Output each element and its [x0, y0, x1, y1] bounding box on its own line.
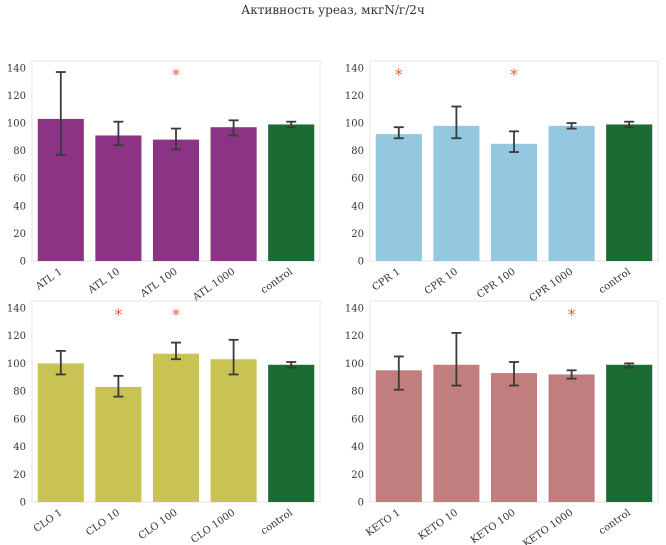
y-tick-label: 100 [345, 359, 364, 370]
bar-cpr-1 [375, 134, 422, 261]
y-tick-label: 0 [20, 257, 26, 268]
bar-atl-1000 [210, 127, 257, 261]
x-tick-label: control [259, 507, 295, 537]
bar-clo-1 [37, 363, 84, 502]
bar-control [606, 124, 653, 261]
bar-clo-10 [95, 386, 142, 502]
y-tick-label: 20 [13, 470, 26, 481]
y-tick-label: 0 [358, 257, 364, 268]
y-tick-label: 100 [7, 119, 26, 130]
x-tick-label: control [597, 266, 633, 296]
bar-control [268, 364, 315, 502]
significance-star: * [395, 65, 403, 84]
bar-keto-1000 [548, 374, 595, 502]
significance-star: * [114, 305, 122, 324]
x-tick-label: ATL 10 [86, 266, 123, 296]
bar-atl-100 [152, 139, 200, 261]
y-tick-label: 120 [345, 91, 364, 102]
x-tick-label: CPR 100 [475, 266, 518, 300]
x-tick-label: KETO 100 [469, 507, 518, 545]
y-tick-label: 100 [345, 119, 364, 130]
y-tick-label: 140 [7, 303, 26, 314]
y-tick-label: 80 [13, 387, 26, 398]
x-tick-label: ATL 1000 [190, 266, 237, 303]
x-tick-label: KETO 1000 [521, 507, 575, 545]
chart-panel-keto: 0 20 40 60 80 100 120 140 KETO 1 KETO 10 KETO 100 K… [345, 300, 659, 545]
y-tick-label: 140 [345, 303, 364, 314]
y-tick-label: 140 [7, 63, 26, 74]
bar-clo-1000 [210, 359, 257, 502]
y-tick-label: 0 [358, 498, 364, 509]
significance-star: * [568, 305, 576, 324]
y-tick-label: 40 [13, 201, 26, 212]
x-tick-label: KETO 10 [417, 507, 461, 542]
y-tick-label: 40 [13, 442, 26, 453]
y-tick-label: 80 [13, 146, 26, 157]
chart-panel-atl: 0 20 40 60 80 100 120 140 ATL 1 ATL 10 ATL 100 * ATL… [7, 60, 321, 304]
x-tick-label: CLO 1000 [189, 507, 237, 545]
x-tick-label: CLO 100 [137, 507, 180, 542]
bar-atl-10 [95, 135, 142, 261]
chart-panel-cpr: 0 20 40 60 80 100 120 140 CPR 1 * CPR 10 CPR 100 * CP… [345, 60, 659, 304]
y-tick-label: 60 [351, 414, 364, 425]
y-tick-label: 40 [351, 442, 364, 453]
bar-keto-100 [490, 373, 538, 502]
significance-star: * [172, 65, 180, 84]
x-tick-label: CPR 10 [423, 266, 460, 297]
bar-clo-100 [152, 353, 200, 502]
y-tick-label: 140 [345, 63, 364, 74]
x-tick-label: KETO 1 [364, 507, 402, 538]
bar-control [268, 124, 315, 261]
x-tick-label: CLO 10 [84, 507, 122, 538]
chart-panel-clo: 0 20 40 60 80 100 120 140 CLO 1 CLO 10 * CLO 100 * CL… [7, 300, 321, 545]
significance-star: * [510, 65, 518, 84]
bar-keto-1 [375, 370, 422, 502]
y-tick-label: 60 [351, 174, 364, 185]
y-tick-label: 120 [7, 331, 26, 342]
y-tick-label: 120 [7, 91, 26, 102]
x-tick-label: CPR 1 [370, 266, 402, 293]
y-tick-label: 20 [13, 229, 26, 240]
y-tick-label: 80 [351, 387, 364, 398]
x-tick-label: CPR 1000 [528, 266, 576, 304]
figure-title: Активность уреаз, мкгN/г/2ч [241, 3, 425, 17]
x-tick-label: CLO 1 [32, 507, 65, 534]
bar-cpr-10 [433, 125, 480, 262]
y-tick-label: 120 [345, 331, 364, 342]
y-tick-label: 60 [13, 414, 26, 425]
y-tick-label: 60 [13, 174, 26, 185]
x-tick-label: ATL 1 [33, 266, 64, 293]
bar-keto-10 [433, 364, 480, 502]
bar-cpr-100 [490, 143, 538, 261]
x-tick-label: control [259, 266, 295, 296]
x-tick-label: ATL 100 [138, 266, 180, 300]
y-tick-label: 20 [351, 470, 364, 481]
x-tick-label: control [597, 507, 633, 537]
significance-star: * [172, 305, 180, 324]
y-tick-label: 100 [7, 359, 26, 370]
y-tick-label: 40 [351, 201, 364, 212]
y-tick-label: 0 [20, 498, 26, 509]
y-tick-label: 20 [351, 229, 364, 240]
bar-cpr-1000 [548, 125, 595, 262]
bar-control [606, 364, 653, 502]
y-tick-label: 80 [351, 146, 364, 157]
